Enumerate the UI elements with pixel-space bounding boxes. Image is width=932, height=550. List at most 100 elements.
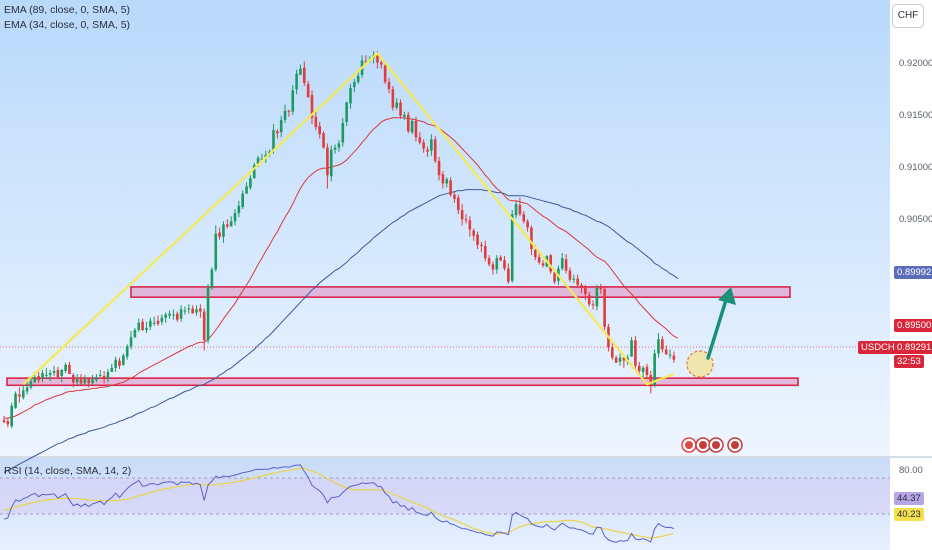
candle (322, 131, 325, 149)
candle (507, 263, 510, 284)
candle (356, 70, 360, 85)
candle-body (291, 90, 295, 112)
candle (464, 214, 468, 224)
candle (21, 385, 25, 400)
currency-button[interactable]: CHF (892, 4, 924, 28)
candle (530, 225, 533, 256)
candle (522, 211, 526, 224)
candle (568, 267, 572, 282)
candle (245, 182, 248, 194)
candle-body (549, 255, 552, 272)
candle-body (664, 349, 668, 355)
candle-body (380, 62, 383, 65)
candle (45, 367, 48, 380)
candle (445, 177, 449, 188)
candle-body (214, 233, 218, 270)
candle-body (591, 304, 595, 306)
candle (179, 305, 183, 322)
candle-body (276, 131, 279, 134)
candle (252, 162, 256, 179)
candle (183, 306, 187, 315)
candle-body (249, 178, 252, 188)
candle (353, 78, 356, 93)
candle (314, 111, 318, 131)
candle (110, 363, 114, 372)
price-axis-background (890, 0, 932, 456)
candle (149, 317, 152, 330)
candle (172, 309, 175, 320)
candle (349, 84, 352, 109)
last-price-tag: 0.89291 (894, 341, 932, 354)
candle (122, 353, 125, 366)
candle (14, 391, 17, 409)
candle (56, 366, 60, 380)
candle (491, 261, 495, 275)
candle-body (464, 219, 468, 221)
candle-body (518, 204, 522, 215)
candle (383, 62, 387, 85)
candle-body (202, 311, 206, 341)
candle-body (14, 393, 17, 408)
candle-body (175, 313, 179, 320)
candle-body (510, 214, 514, 281)
candle (106, 368, 110, 383)
support-zone (6, 377, 799, 387)
candle-body (25, 387, 29, 392)
candle (299, 64, 302, 75)
candle (537, 252, 541, 265)
candle (60, 368, 64, 383)
candle (75, 374, 79, 386)
candle-body (48, 372, 52, 376)
candle (406, 111, 410, 134)
candle-body (37, 376, 40, 381)
candle (41, 369, 44, 383)
candle (6, 418, 10, 428)
candle (426, 146, 429, 157)
candle-body (156, 320, 160, 324)
candle (210, 267, 214, 290)
candle (526, 219, 529, 232)
candle (483, 240, 487, 262)
ema-89-label[interactable]: EMA (89, close, 0, SMA, 5) (4, 4, 131, 16)
candle-body (18, 394, 21, 397)
rsi-label[interactable]: RSI (14, close, SMA, 14, 2) (4, 465, 132, 477)
rsi-sma-tag: 40.23 (894, 508, 924, 521)
candle-body (114, 359, 117, 368)
ema-34-label[interactable]: EMA (34, close, 0, SMA, 5) (4, 19, 131, 31)
candle-body (480, 244, 483, 246)
us-flag-event-icon (708, 437, 724, 453)
rsi-sma-line (3, 467, 674, 539)
candle-body (649, 375, 653, 387)
candle-body (233, 213, 237, 222)
candle (202, 308, 206, 351)
candle (175, 311, 179, 322)
candle (79, 374, 83, 386)
candle-body (376, 55, 379, 63)
candle (48, 369, 52, 382)
candle (160, 314, 164, 325)
us-flag-event-icon (727, 437, 743, 453)
candle (437, 156, 441, 181)
candle-body (526, 221, 529, 228)
candle-body (145, 327, 148, 330)
candle-body (210, 269, 214, 288)
candle (510, 210, 514, 283)
candle-body (314, 116, 318, 128)
candle-body (164, 314, 167, 318)
candle (672, 351, 676, 363)
candle-body (618, 357, 622, 362)
price-tick-label: 0.90500 (899, 214, 932, 225)
candle (460, 203, 464, 226)
candle (95, 374, 98, 383)
candle (560, 253, 564, 271)
candle (657, 333, 660, 358)
candle-body (630, 340, 633, 357)
candle-body (241, 193, 244, 207)
candle (276, 129, 279, 139)
candle (595, 284, 599, 311)
candle-body (129, 337, 133, 347)
candle (603, 285, 606, 330)
candle-body (657, 339, 660, 354)
candle-body (106, 371, 110, 380)
